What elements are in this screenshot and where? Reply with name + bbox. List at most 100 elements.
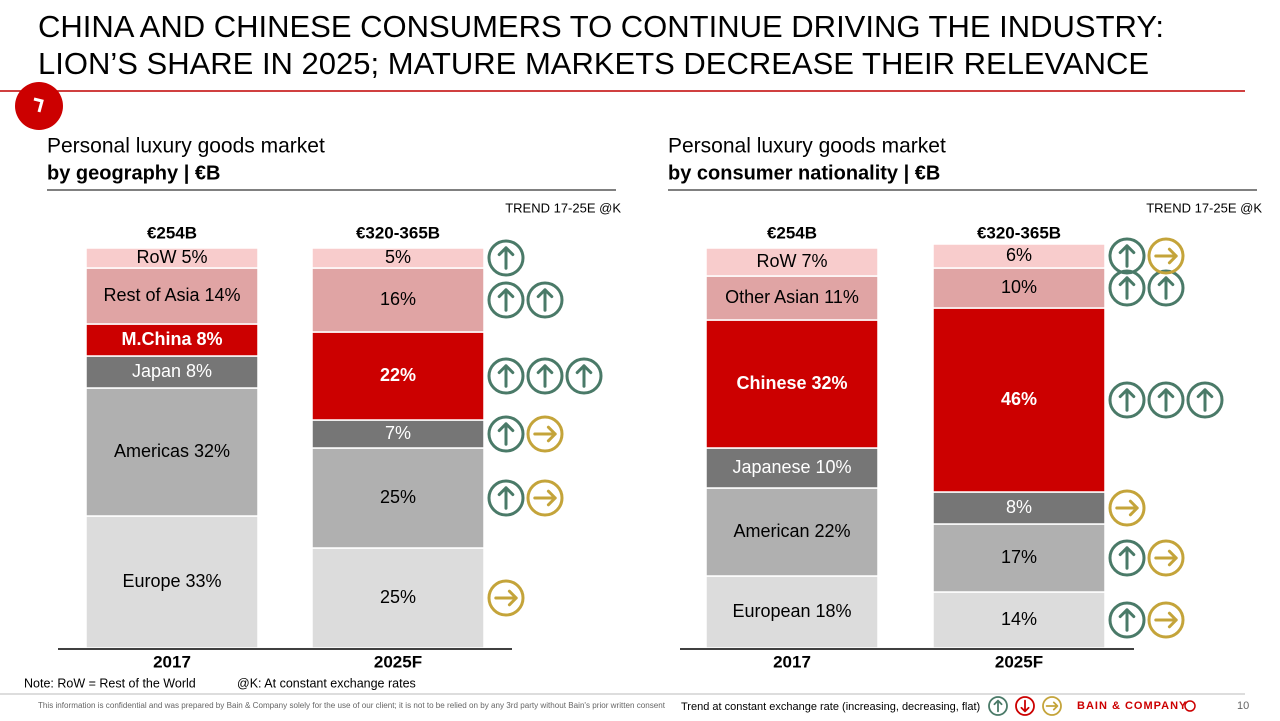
bar-total: €320-365B: [977, 223, 1061, 242]
trend-arrow: [533, 489, 557, 507]
segment-label: Japanese 10%: [732, 457, 851, 477]
bar-segment: [705, 247, 879, 277]
bar-segment: [311, 331, 485, 421]
segment-label: 14%: [1001, 609, 1037, 629]
segment-label: 16%: [380, 289, 416, 309]
trend-icon: [487, 281, 525, 319]
bar-segment: [85, 247, 259, 269]
trend-arrow: [1154, 549, 1178, 567]
trend-icon: [1108, 601, 1146, 639]
trend-arrow: [536, 364, 554, 388]
x-tick-label: 2017: [773, 652, 811, 671]
trend-icon: [988, 696, 1008, 716]
trend-icon: [1147, 237, 1185, 275]
segment-label: RoW 7%: [756, 251, 827, 271]
trend-header: TREND 17-25E @K: [505, 200, 621, 215]
trend-arrow: [1154, 247, 1178, 265]
bar-segment: [311, 267, 485, 333]
trend-icon: [526, 415, 564, 453]
trend-arrow: [1154, 611, 1178, 629]
trend-arrow: [1118, 388, 1136, 412]
trend-arrow: [1157, 276, 1175, 300]
trend-icon: [526, 281, 564, 319]
trend-arrow: [993, 699, 1003, 713]
brand: BAIN & COMPANY: [1077, 700, 1187, 712]
trend-icon: [1108, 237, 1146, 275]
segment-label: 25%: [380, 487, 416, 507]
trend-arrow: [1020, 699, 1030, 713]
segment-label: 7%: [385, 423, 411, 443]
trend-icon: [1108, 381, 1146, 419]
trend-icon: [1147, 269, 1185, 307]
bar-segment: [311, 419, 485, 449]
confidential: This information is confidential and was…: [38, 701, 666, 710]
segment-label: Japan 8%: [132, 361, 212, 381]
segment-label: Europe 33%: [122, 571, 221, 591]
bar-segment: [311, 247, 485, 269]
segment-label: American 22%: [733, 521, 850, 541]
segment-label: Rest of Asia 14%: [103, 285, 240, 305]
trend-arrow: [1045, 701, 1059, 711]
trend-arrow: [497, 364, 515, 388]
segment-label: European 18%: [732, 601, 851, 621]
segment-label: 10%: [1001, 277, 1037, 297]
bar-segment: [932, 591, 1106, 649]
trend-arrow: [533, 425, 557, 443]
trend-arrow: [1118, 276, 1136, 300]
trend-arrow: [1118, 608, 1136, 632]
trend-arrow: [497, 288, 515, 312]
badge: [15, 82, 63, 130]
trend-arrow: [497, 486, 515, 510]
trend-arrow: [1157, 388, 1175, 412]
segment-label: 8%: [1006, 497, 1032, 517]
trend-arrow: [497, 246, 515, 270]
bar-segment: [705, 319, 879, 449]
trend-icon: [526, 479, 564, 517]
note: Note: RoW = Rest of the World: [24, 676, 196, 690]
bar-segment: [85, 355, 259, 389]
bar-segment: [932, 523, 1106, 593]
brand-logo: [1184, 700, 1196, 712]
chart-subtitle: by consumer nationality | €B: [668, 162, 940, 184]
segment-label: Other Asian 11%: [725, 287, 859, 307]
bar-segment: [932, 491, 1106, 525]
bar-segment: [705, 487, 879, 577]
trend-icon: [1186, 381, 1224, 419]
trend-icon: [565, 357, 603, 395]
segment-label: Americas 32%: [114, 441, 230, 461]
slide-title: CHINA AND CHINESE CONSUMERS TO CONTINUE …: [38, 9, 1164, 44]
trend-arrow: [494, 589, 518, 607]
segment-label: 6%: [1006, 245, 1032, 265]
trend-icon: [1108, 489, 1146, 527]
badge-icon: [33, 97, 44, 113]
bar-segment: [932, 307, 1106, 493]
bar-segment: [311, 547, 485, 649]
trend-arrow: [1196, 388, 1214, 412]
bar-segment: [85, 267, 259, 325]
trend-icon: [1147, 381, 1185, 419]
bar-segment: [85, 515, 259, 649]
trend-icon: [1147, 601, 1185, 639]
x-tick-label: 2025F: [374, 652, 422, 671]
page-number: 10: [1237, 700, 1249, 712]
segment-label: 25%: [380, 587, 416, 607]
trend-icon: [1147, 539, 1185, 577]
bar-segment: [311, 447, 485, 549]
trend-icon: [487, 479, 525, 517]
bar-total: €320-365B: [356, 223, 440, 242]
chart-subtitle: by geography | €B: [47, 162, 220, 184]
trend-arrow: [575, 364, 593, 388]
chart-title: Personal luxury goods market: [668, 135, 946, 158]
segment-label: 5%: [385, 247, 411, 267]
trend-icon: [526, 357, 564, 395]
trend-arrow: [1115, 499, 1139, 517]
segment-label: 22%: [380, 365, 416, 385]
segment-label: Chinese 32%: [736, 373, 847, 393]
trend-icon: [487, 357, 525, 395]
trend-arrow: [1118, 546, 1136, 570]
segment-label: 46%: [1001, 389, 1037, 409]
trend-icon: [1015, 696, 1035, 716]
trend-arrow: [536, 288, 554, 312]
bar-total: €254B: [767, 223, 817, 242]
